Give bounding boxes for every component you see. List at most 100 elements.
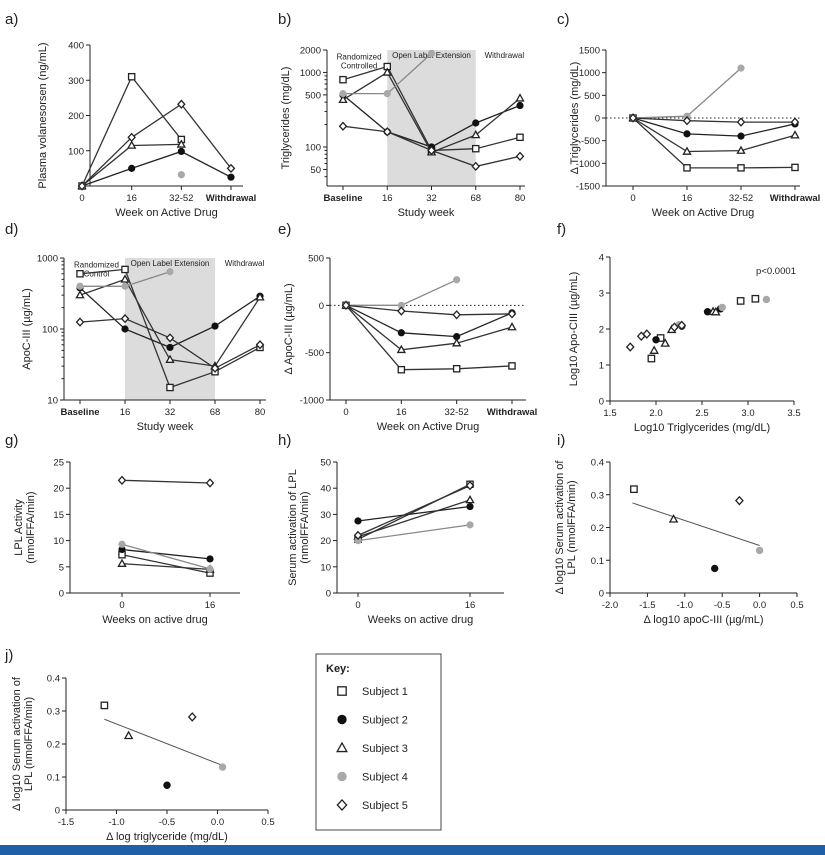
x-tick-label: 0	[119, 600, 124, 611]
point-subject-5	[127, 132, 136, 143]
x-tick-label: 0.0	[753, 600, 766, 611]
point-subject-1	[508, 362, 516, 370]
x-tick-label: Baseline	[323, 193, 362, 204]
point-subject-1	[683, 164, 691, 172]
point-subject-4	[166, 268, 174, 276]
x-axis-label: Δ log triglyceride (mg/dL)	[106, 831, 228, 843]
legend-title: Key:	[326, 663, 350, 675]
panel-label-j: j)	[4, 647, 13, 664]
point-subject-4	[383, 90, 391, 98]
x-axis-label: Weeks on active drug	[368, 614, 474, 626]
x-axis-label: Week on Active Drug	[652, 207, 755, 219]
point-subject-2	[652, 336, 660, 344]
y-axis-label: Serum activation of LPL(nmolFFA/min)	[287, 469, 311, 586]
x-axis-label: Δ log10 apoC-III (µg/mL)	[643, 614, 763, 626]
series-line-subject-5	[632, 117, 795, 123]
point-subject-1	[397, 365, 406, 374]
point-subject-5	[669, 322, 679, 333]
point-subject-3	[120, 274, 130, 283]
point-subject-5	[790, 117, 800, 127]
point-subject-5	[120, 313, 130, 324]
x-tick-label: 2.5	[695, 408, 708, 419]
chart-panel-j: j) 0 0.1 0.2 0.3 0.4 -1.5 -1.0 -0.5 0.0 0.5 Δ log t…	[4, 647, 275, 843]
x-tick-label: 80	[515, 193, 526, 204]
point-subject-5	[677, 320, 687, 331]
chart-panel-i: i) 0 0.1 0.2 0.3 0.4 -2.0 -1.5 -1.0 -0.5 0.0 0.5 Δ l…	[554, 432, 804, 626]
y-tick-label: 0	[59, 589, 64, 600]
x-tick-label: Baseline	[60, 407, 99, 418]
point-subject-4	[177, 171, 185, 179]
panel-label-h: h)	[278, 432, 291, 449]
point-subject-3	[75, 290, 85, 299]
legend-marker	[337, 686, 347, 696]
series-line-subject-2	[121, 548, 211, 560]
point-subject-1	[630, 485, 638, 494]
x-tick-label: -1.5	[639, 600, 655, 611]
series-line-subject-4	[632, 67, 742, 119]
x-tick-label: 0	[343, 407, 348, 418]
y-tick-label: -1000	[300, 396, 324, 407]
point-subject-2	[121, 325, 129, 333]
panel-label-b: b)	[278, 11, 291, 28]
y-tick-label: 1	[599, 361, 604, 372]
y-tick-label: 0	[326, 589, 331, 600]
x-axis-label: Weeks on active drug	[102, 614, 208, 626]
x-tick-label: -0.5	[714, 600, 730, 611]
point-subject-5	[625, 342, 635, 352]
point-subject-5	[507, 309, 517, 319]
series-line-subject-3	[121, 563, 211, 571]
p-value-annotation: p<0.0001	[756, 266, 796, 277]
y-tick-label: 5	[59, 562, 64, 573]
point-subject-2	[211, 322, 219, 330]
x-tick-label: 16	[682, 193, 693, 204]
x-tick-label: 16	[205, 600, 216, 611]
point-subject-5	[682, 116, 692, 126]
x-tick-label: 16	[396, 407, 407, 418]
point-subject-1	[791, 163, 799, 172]
y-tick-label: 0.2	[47, 740, 60, 751]
point-subject-2	[472, 119, 480, 127]
y-tick-label: 500	[308, 254, 324, 265]
series-line-subject-5	[357, 485, 471, 536]
y-axis-label: ApoC-III (µg/mL)	[21, 288, 33, 370]
point-subject-1	[751, 294, 760, 303]
y-tick-label: 0.3	[591, 490, 604, 501]
point-subject-4	[755, 546, 764, 555]
point-subject-3	[338, 94, 348, 104]
x-tick-label: 32	[165, 407, 176, 418]
point-subject-5	[255, 340, 265, 350]
x-tick-label: 0	[630, 193, 635, 204]
point-subject-3	[123, 730, 134, 740]
x-tick-label: -1.5	[58, 817, 74, 828]
legend-marker	[336, 798, 348, 812]
x-tick-label: 0.5	[790, 600, 803, 611]
x-tick-label: -1.0	[108, 817, 124, 828]
point-subject-3	[790, 130, 800, 139]
series-line-subject-3	[345, 304, 513, 351]
point-subject-3	[176, 139, 187, 148]
x-tick-label: 0	[355, 600, 360, 611]
point-subject-3	[711, 306, 721, 316]
legend-marker	[336, 741, 348, 753]
annotation-withdrawal: Withdrawal	[485, 51, 525, 60]
y-tick-label: 0.1	[591, 556, 604, 567]
point-subject-4	[206, 565, 214, 573]
point-subject-5	[177, 99, 186, 109]
point-subject-2	[397, 329, 405, 337]
x-tick-label: 16	[465, 600, 476, 611]
point-subject-2	[177, 147, 185, 156]
annotation-open-label: Open Label Extension	[131, 259, 210, 268]
y-tick-label: 1000	[37, 254, 58, 265]
point-subject-4	[737, 64, 745, 72]
x-tick-label: 0.5	[261, 817, 274, 828]
point-subject-2	[466, 502, 474, 511]
y-tick-label: 0.1	[47, 773, 60, 784]
annotation-withdrawal: Withdrawal	[225, 259, 265, 268]
series-line-subject-4	[121, 543, 211, 570]
point-subject-5	[736, 117, 746, 127]
legend-box	[315, 653, 442, 831]
point-subject-5	[735, 495, 744, 506]
point-subject-4	[453, 276, 461, 284]
x-tick-label: 3.5	[787, 408, 800, 419]
